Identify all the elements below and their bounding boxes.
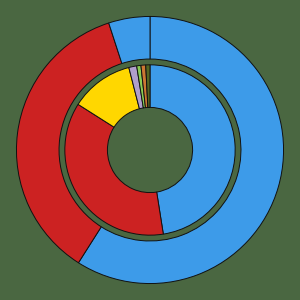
Wedge shape (78, 16, 284, 283)
Wedge shape (65, 104, 163, 235)
Wedge shape (150, 65, 235, 234)
Wedge shape (137, 65, 146, 108)
Wedge shape (146, 65, 150, 107)
Wedge shape (129, 66, 143, 109)
Wedge shape (16, 23, 122, 263)
Wedge shape (141, 65, 148, 108)
Wedge shape (109, 16, 150, 64)
Wedge shape (78, 68, 140, 127)
